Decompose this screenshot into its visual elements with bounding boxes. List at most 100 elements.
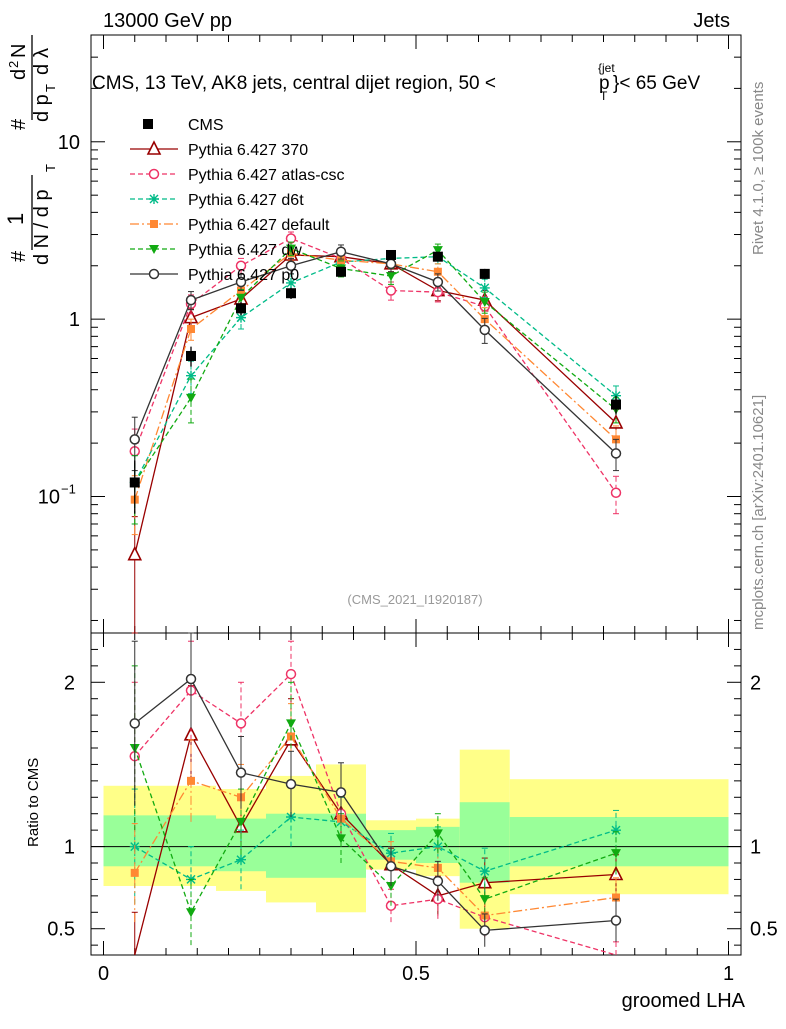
- marker-upper-4-7: [479, 297, 490, 307]
- marker-ratio-2-2: [236, 854, 246, 865]
- marker-ratio-4-3: [286, 719, 296, 729]
- marker-upper-1-5: [385, 285, 397, 296]
- svg-text:d: d: [8, 69, 30, 80]
- marker-upper-5-2: [235, 276, 247, 288]
- marker-ratio-5-7: [479, 925, 490, 936]
- series-ratio-5: [129, 632, 622, 947]
- legend-label-2: Pythia 6.427 d6t: [188, 192, 304, 209]
- marker-upper-3-1: [187, 324, 195, 333]
- legend-marker-5: [148, 268, 160, 280]
- marker-upper-5-6: [432, 276, 444, 288]
- marker-upper-1-2: [235, 260, 247, 272]
- y-tick-label-ratio-2: 2: [64, 672, 75, 694]
- svg-text:d N / d p: d N / d p: [31, 189, 53, 265]
- title-pt-sup: {jet: [598, 61, 615, 75]
- legend-label-3: Pythia 6.427 default: [188, 217, 330, 234]
- marker-ratio-5-1: [185, 673, 197, 685]
- header-left: 13000 GeV pp: [103, 10, 232, 32]
- y-axis-label-ratio: Ratio to CMS: [25, 758, 42, 847]
- data-point-5: [386, 249, 396, 260]
- marker-ratio-5-6: [432, 875, 444, 887]
- marker-upper-5-7: [479, 324, 490, 336]
- marker-upper-4-3: [286, 244, 296, 254]
- x-tick-label-0: 0: [98, 963, 109, 985]
- series-upper-4: [129, 241, 621, 525]
- marker-ratio-1-3: [285, 668, 297, 680]
- title-pt-sub: T: [600, 89, 608, 103]
- legend-marker-0: [146, 140, 162, 155]
- marker-upper-0-0: [127, 545, 143, 561]
- x-tick-label-2: 1: [723, 963, 734, 985]
- marker-upper-4-6: [432, 246, 443, 256]
- title-suffix: }< 65 GeV: [613, 73, 700, 94]
- plot-title: CMS, 13 TeV, AK8 jets, central dijet reg…: [92, 61, 700, 103]
- marker-ratio-2-6: [432, 841, 443, 852]
- marker-ratio-4-2: [236, 817, 246, 827]
- series-data-cms: [129, 249, 621, 514]
- band-green-8: [509, 817, 729, 867]
- legend-marker-1: [148, 168, 160, 180]
- legend: CMS Pythia 6.427 370 Pythia 6.427 atlas-cs…: [130, 117, 345, 284]
- series-line-upper-2: [134, 256, 617, 483]
- marker-ratio-4-1: [186, 908, 196, 918]
- data-point-7: [479, 268, 490, 279]
- y-tick-label-ratio-right-1: 1: [750, 837, 761, 859]
- marker-upper-2-7: [479, 282, 490, 293]
- marker-ratio-5-8: [610, 915, 622, 926]
- y-tick-label-ratio-0: 0.5: [47, 919, 75, 941]
- legend-label-0: Pythia 6.427 370: [188, 142, 308, 159]
- y-tick-label-ratio-right-0: 0.5: [750, 919, 778, 941]
- legend-label-5: Pythia 6.427 p0: [188, 267, 299, 284]
- data-point-1: [186, 350, 196, 361]
- svg-text:T: T: [43, 84, 58, 92]
- data-point-4: [336, 266, 346, 277]
- series-upper-3: [130, 245, 620, 536]
- svg-text:1: 1: [3, 213, 28, 225]
- legend-label-1: Pythia 6.427 atlas-csc: [188, 167, 345, 184]
- series-upper-2: [129, 249, 621, 525]
- legend-marker-4: [149, 245, 159, 254]
- band-green-1: [166, 815, 216, 867]
- svg-text:N: N: [8, 44, 30, 58]
- x-axis-label: groomed LHA: [622, 990, 746, 1012]
- legend-marker-2: [149, 194, 159, 204]
- legend-marker-3: [150, 220, 158, 228]
- header-right: Jets: [693, 10, 730, 32]
- series-ratio-panel: [129, 632, 624, 956]
- x-tick-label-1: 0.5: [402, 963, 430, 985]
- svg-text:2: 2: [6, 61, 21, 68]
- marker-upper-5-0: [129, 434, 140, 445]
- marker-upper-4-2: [236, 293, 246, 303]
- marker-ratio-1-2: [235, 718, 247, 729]
- marker-ratio-4-7: [479, 895, 490, 905]
- marker-upper-4-5: [386, 272, 396, 282]
- ratio-uncertainty-bands: [103, 749, 729, 929]
- y-tick-label-ratio-1: 1: [64, 837, 75, 859]
- svg-text:λ: λ: [31, 48, 53, 58]
- marker-upper-5-8: [610, 448, 622, 459]
- series-line-upper-3: [134, 252, 617, 500]
- marker-ratio-4-4: [336, 834, 346, 844]
- rivet-label: Rivet 4.1.0, ≥ 100k events: [750, 82, 767, 255]
- svg-text:d: d: [31, 64, 53, 75]
- data-point-6: [432, 251, 443, 262]
- marker-ratio-5-4: [335, 787, 347, 798]
- data-point-8: [611, 399, 621, 410]
- svg-text:d p: d p: [31, 94, 53, 122]
- legend-marker-data: [143, 119, 153, 129]
- svg-text:#: #: [8, 118, 30, 130]
- marker-upper-5-5: [385, 258, 397, 270]
- series-upper-0: [127, 246, 624, 634]
- series-upper-5: [129, 244, 622, 472]
- legend-label-data: CMS: [188, 117, 224, 134]
- legend-label-4: Pythia 6.427 dw: [188, 242, 302, 259]
- marker-upper-5-3: [285, 260, 297, 272]
- marker-ratio-4-6: [432, 829, 443, 839]
- mcplots-label: mcplots.cern.ch [arXiv:2401.10621]: [750, 395, 767, 630]
- y-tick-label-upper-2: 10: [58, 132, 80, 154]
- analysis-watermark: (CMS_2021_I1920187): [347, 592, 482, 607]
- marker-upper-4-1: [186, 393, 196, 403]
- series-upper-panel: [127, 231, 624, 634]
- data-point-0: [129, 477, 140, 488]
